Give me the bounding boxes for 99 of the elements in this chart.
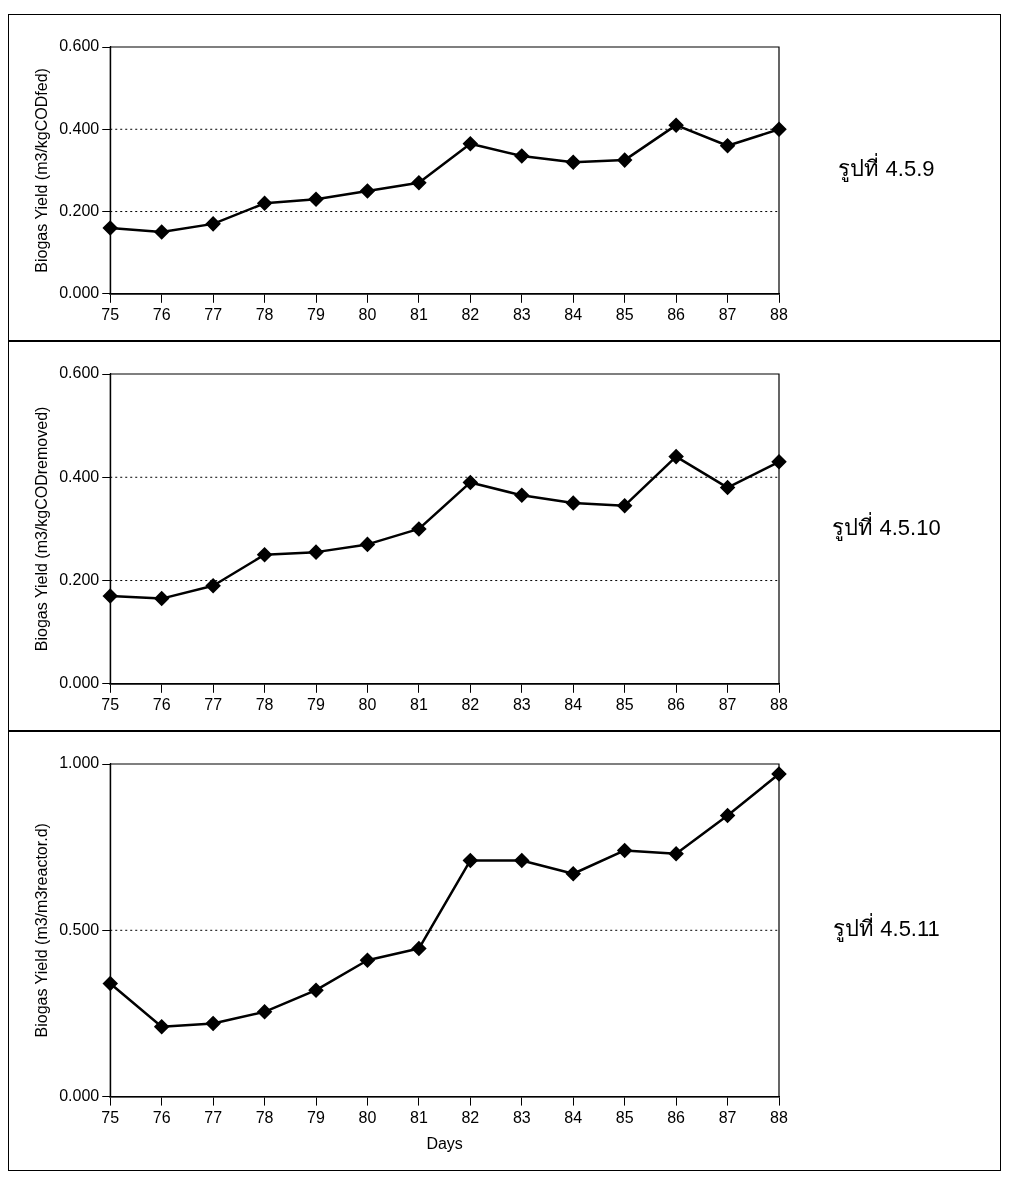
point bbox=[668, 117, 684, 133]
x-tick-label: 75 bbox=[101, 1108, 120, 1126]
x-tick-label: 88 bbox=[770, 1108, 788, 1126]
point bbox=[565, 154, 581, 170]
x-tick-label: 76 bbox=[152, 305, 171, 323]
point bbox=[463, 475, 478, 490]
x-tick-label: 83 bbox=[512, 695, 531, 713]
x-tick-label: 85 bbox=[615, 1108, 634, 1126]
x-tick-label: 75 bbox=[101, 695, 120, 713]
point bbox=[205, 1016, 221, 1031]
point bbox=[463, 136, 478, 151]
point bbox=[360, 183, 375, 199]
point bbox=[411, 521, 427, 537]
y-axis-title: Biogas Yield (m3/m3reactor.d) bbox=[33, 823, 51, 1038]
x-tick-label: 88 bbox=[770, 305, 788, 323]
x-tick-label: 85 bbox=[615, 305, 634, 323]
x-tick-label: 88 bbox=[770, 695, 788, 713]
y-tick-label: 1.000 bbox=[59, 754, 100, 772]
point bbox=[257, 196, 272, 211]
point bbox=[154, 224, 169, 240]
point bbox=[308, 544, 324, 560]
x-tick-label: 80 bbox=[358, 305, 377, 323]
text: รูปที่ 4.5.10 bbox=[832, 511, 941, 541]
x-tick-label: 84 bbox=[564, 305, 583, 323]
point bbox=[720, 480, 735, 495]
x-tick-label: 78 bbox=[255, 1108, 274, 1126]
point bbox=[205, 578, 221, 593]
x-tick-label: 84 bbox=[564, 695, 583, 713]
x-tick-label: 78 bbox=[255, 305, 274, 323]
x-tick-label: 77 bbox=[204, 305, 223, 323]
x-tick-label: 81 bbox=[410, 1108, 428, 1126]
point bbox=[411, 941, 427, 956]
x-tick-label: 82 bbox=[461, 305, 480, 323]
x-tick-label: 86 bbox=[667, 695, 686, 713]
text: รูปที่ 4.5.11 bbox=[833, 913, 940, 943]
y-tick-label: 0.500 bbox=[59, 920, 100, 938]
point bbox=[514, 148, 530, 164]
point bbox=[565, 866, 581, 882]
y-tick-label: 0.600 bbox=[59, 37, 100, 55]
x-tick-label: 79 bbox=[307, 305, 326, 323]
x-tick-label: 75 bbox=[101, 305, 120, 323]
point bbox=[668, 449, 684, 464]
point bbox=[360, 952, 375, 968]
y-tick-label: 0.000 bbox=[59, 674, 100, 692]
x-tick-label: 80 bbox=[358, 695, 377, 713]
x-tick-label: 81 bbox=[410, 305, 428, 323]
x-axis-title: Days bbox=[426, 1134, 463, 1152]
y-tick-label: 0.000 bbox=[59, 284, 100, 302]
point bbox=[102, 588, 118, 604]
x-tick-label: 82 bbox=[461, 695, 480, 713]
x-tick-label: 77 bbox=[204, 1108, 223, 1126]
point bbox=[463, 853, 478, 868]
x-tick-label: 86 bbox=[667, 305, 686, 323]
x-tick-label: 76 bbox=[152, 1108, 171, 1126]
x-tick-label: 80 bbox=[358, 1108, 377, 1126]
y-tick-label: 0.600 bbox=[59, 364, 100, 382]
x-tick-label: 85 bbox=[615, 695, 634, 713]
point bbox=[617, 843, 632, 858]
text: รูปที่ 4.5.9 bbox=[838, 153, 935, 183]
x-tick-label: 87 bbox=[718, 1108, 737, 1126]
y-tick-label: 0.200 bbox=[59, 570, 100, 588]
point bbox=[514, 853, 530, 868]
point bbox=[720, 808, 735, 823]
point bbox=[565, 495, 581, 511]
point bbox=[668, 846, 684, 862]
x-tick-label: 79 bbox=[307, 695, 326, 713]
point bbox=[617, 152, 632, 168]
point bbox=[514, 488, 530, 503]
y-tick-label: 0.000 bbox=[59, 1087, 100, 1105]
point bbox=[617, 498, 632, 513]
point bbox=[308, 191, 324, 207]
point bbox=[154, 591, 169, 606]
x-tick-label: 84 bbox=[564, 1108, 583, 1126]
x-tick-label: 87 bbox=[718, 695, 737, 713]
point bbox=[720, 138, 735, 153]
x-tick-label: 83 bbox=[512, 1108, 531, 1126]
y-axis-title: Biogas Yield (m3/kgCODremoved) bbox=[33, 406, 51, 652]
x-tick-label: 78 bbox=[255, 695, 274, 713]
x-tick-label: 76 bbox=[152, 695, 171, 713]
x-tick-label: 77 bbox=[204, 695, 223, 713]
point bbox=[102, 220, 118, 236]
y-axis-title: Biogas Yield (m3/kgCODfed) bbox=[33, 68, 51, 273]
y-tick-label: 0.400 bbox=[59, 119, 100, 137]
x-tick-label: 87 bbox=[718, 305, 737, 323]
x-tick-label: 81 bbox=[410, 695, 428, 713]
x-tick-label: 86 bbox=[667, 1108, 686, 1126]
point bbox=[102, 976, 118, 991]
x-tick-label: 82 bbox=[461, 1108, 480, 1126]
point bbox=[257, 1004, 272, 1020]
point bbox=[154, 1019, 169, 1034]
x-tick-label: 79 bbox=[307, 1108, 326, 1126]
point bbox=[205, 216, 221, 232]
y-tick-label: 0.400 bbox=[59, 467, 100, 485]
point bbox=[411, 175, 427, 190]
point bbox=[257, 547, 272, 562]
point bbox=[308, 982, 324, 998]
y-tick-label: 0.200 bbox=[59, 201, 100, 219]
x-tick-label: 83 bbox=[512, 305, 531, 323]
point bbox=[360, 537, 375, 552]
